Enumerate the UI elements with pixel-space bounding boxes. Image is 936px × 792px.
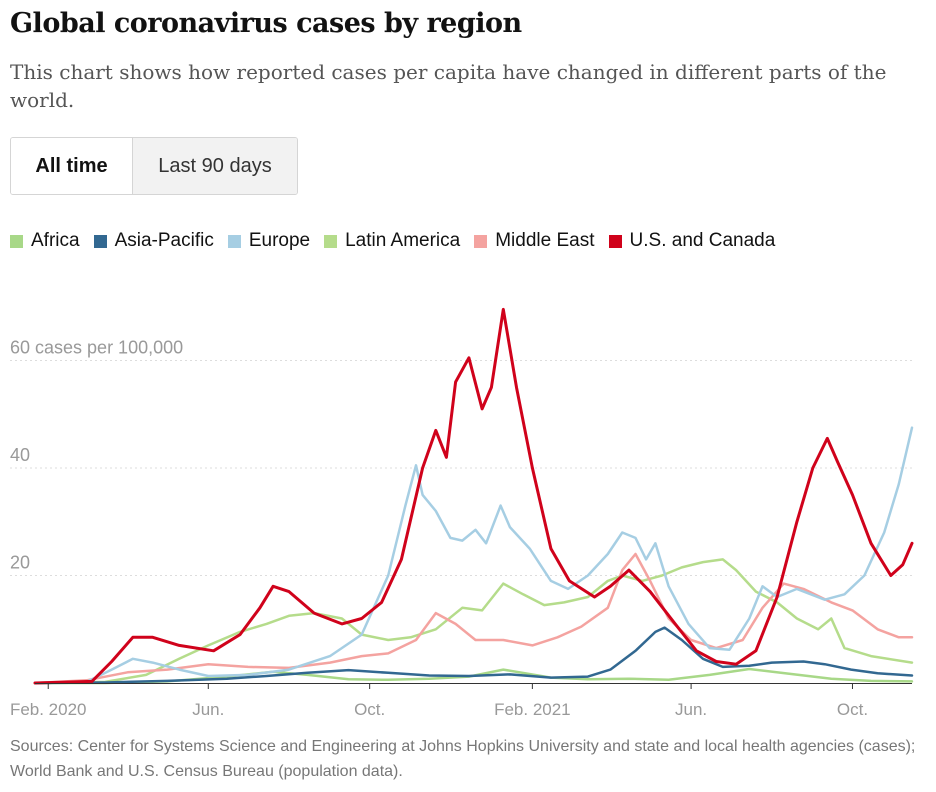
series-line-europe xyxy=(33,426,914,685)
all-time-button[interactable]: All time xyxy=(11,138,133,194)
legend-label: Latin America xyxy=(345,230,461,251)
y-tick-label: 40 xyxy=(10,445,30,465)
y-tick-label: 20 xyxy=(10,553,30,573)
legend-swatch xyxy=(324,234,338,248)
series-line-latin-america xyxy=(33,558,914,685)
x-tick-label: Jun. xyxy=(675,700,707,719)
x-tick-label: Jun. xyxy=(192,700,224,719)
legend-item-asia-pacific: Asia-Pacific xyxy=(93,230,214,252)
chart-title: Global coronavirus cases by region xyxy=(10,8,522,39)
line-chart: 20 40 60 cases per 100,000 Feb. 2020 Jun. Oct… xyxy=(10,307,914,719)
chart-subtitle: This chart shows how reported cases per … xyxy=(10,60,887,112)
y-tick-label: 60 cases per 100,000 xyxy=(10,338,183,358)
legend-swatch xyxy=(93,234,107,248)
legend-label: Middle East xyxy=(495,230,595,251)
legend-swatch xyxy=(227,234,241,248)
time-range-toggle: All time Last 90 days xyxy=(10,137,298,195)
legend-swatch xyxy=(608,234,622,248)
x-tick-label: Feb. 2021 xyxy=(494,700,571,719)
legend-item-middle-east: Middle East xyxy=(474,230,595,252)
last-90-days-button[interactable]: Last 90 days xyxy=(133,138,297,194)
series-line-middle-east xyxy=(33,552,914,685)
legend-label: Asia-Pacific xyxy=(114,230,214,251)
x-tick-label: Oct. xyxy=(354,700,385,719)
legend-label: Africa xyxy=(31,230,80,251)
legend-label: Europe xyxy=(248,230,311,251)
chart-legend: Africa Asia-Pacific Europe Latin America… xyxy=(10,229,789,253)
legend-item-latin-america: Latin America xyxy=(324,230,460,252)
legend-swatch xyxy=(474,234,488,248)
x-tick-label: Oct. xyxy=(837,700,868,719)
series-line-asia-pacific xyxy=(33,626,914,685)
x-tick-label: Feb. 2020 xyxy=(10,700,87,719)
legend-item-europe: Europe xyxy=(227,230,311,252)
source-note: Sources: Center for Systems Science and … xyxy=(10,738,916,780)
legend-label: U.S. and Canada xyxy=(629,230,776,251)
legend-item-africa: Africa xyxy=(10,230,80,252)
legend-item-us-and-canada: U.S. and Canada xyxy=(608,230,776,252)
series-line-u-s-and-canada xyxy=(33,307,914,685)
legend-swatch xyxy=(10,234,23,248)
